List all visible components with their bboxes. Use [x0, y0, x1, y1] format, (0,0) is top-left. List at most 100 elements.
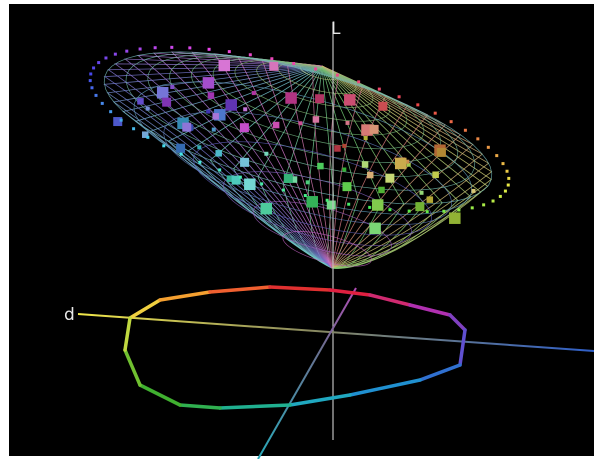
d-axis-label: d: [64, 305, 75, 325]
sample: [312, 116, 320, 123]
sample: [145, 106, 150, 111]
outer-sample: [125, 49, 129, 53]
meridian: [321, 65, 462, 269]
locus-segment: [448, 313, 467, 332]
sample: [315, 94, 325, 104]
sample: [290, 176, 298, 183]
meridian: [321, 65, 482, 269]
sample: [361, 161, 369, 168]
meridian: [321, 65, 363, 269]
sample: [225, 99, 237, 111]
sample: [369, 222, 381, 235]
outer-sample: [470, 206, 474, 210]
meridian: [112, 65, 333, 269]
outer-sample: [113, 52, 117, 56]
sample: [342, 182, 352, 192]
sample: [378, 101, 388, 111]
meridian: [261, 60, 333, 269]
sample: [419, 190, 424, 195]
outer-sample: [357, 80, 361, 84]
depth-axis: [257, 287, 357, 459]
locus-segment: [138, 383, 182, 407]
sample: [298, 121, 303, 126]
sample: [285, 92, 297, 104]
locus-segment: [158, 290, 212, 302]
meridian: [106, 65, 333, 269]
outer-sample: [292, 61, 296, 65]
outer-sample: [368, 205, 372, 209]
outer-sample: [397, 95, 401, 99]
outer-sample: [153, 46, 157, 50]
sample: [243, 107, 248, 112]
sample: [378, 186, 385, 194]
outer-sample: [482, 203, 486, 207]
latitude-ring: [278, 62, 357, 94]
locus-segment: [368, 293, 412, 307]
outer-sample: [325, 198, 329, 202]
meridian: [237, 56, 333, 269]
sample: [240, 157, 250, 167]
outer-sample: [433, 111, 437, 115]
sample: [432, 171, 439, 178]
spectral-locus: [123, 285, 467, 410]
outer-sample: [507, 176, 511, 180]
outer-sample: [119, 118, 123, 122]
sample: [251, 91, 256, 96]
outer-sample: [89, 72, 93, 76]
sample: [449, 212, 461, 224]
sample: [406, 162, 411, 167]
locus-segment: [268, 285, 332, 292]
outer-sample: [248, 53, 252, 57]
sample: [137, 98, 144, 105]
outer-sample: [88, 79, 92, 83]
sample: [239, 123, 249, 133]
outer-sample: [476, 137, 480, 141]
outer-sample: [146, 135, 150, 139]
outer-sample: [506, 183, 510, 187]
l-axis-label: L: [331, 19, 341, 39]
locus-segment: [458, 328, 467, 367]
outer-sample: [503, 189, 507, 193]
sample: [317, 162, 324, 170]
outer-sample: [449, 120, 453, 124]
outer-sample: [162, 144, 166, 148]
outer-sample: [457, 208, 461, 212]
outer-sample: [270, 57, 274, 61]
meridian: [321, 65, 339, 269]
outer-sample: [227, 50, 231, 54]
sample: [269, 61, 279, 71]
outer-sample: [179, 152, 183, 156]
sample: [244, 178, 256, 190]
locus-segment: [123, 348, 142, 387]
lower-ring: [133, 81, 473, 215]
meridian: [103, 65, 333, 269]
locus-segment: [123, 316, 132, 352]
sample: [326, 200, 336, 210]
sample: [371, 199, 384, 211]
sample: [342, 143, 347, 148]
outer-sample: [92, 66, 96, 70]
meridian: [321, 65, 492, 269]
outer-sample: [207, 47, 211, 51]
sample: [212, 113, 219, 120]
sample: [170, 85, 175, 90]
meridian: [321, 65, 472, 269]
meridian: [321, 65, 490, 269]
sample: [426, 196, 434, 203]
sample: [260, 202, 272, 215]
meridian: [321, 65, 474, 269]
sample: [272, 121, 280, 129]
outer-sample: [90, 86, 94, 90]
sample: [385, 173, 395, 183]
outer-sample: [416, 103, 420, 107]
locus-segment: [408, 303, 452, 317]
outer-sample: [491, 199, 495, 203]
outer-sample: [104, 56, 108, 60]
sample: [142, 131, 149, 138]
sample: [405, 159, 410, 164]
sample: [197, 145, 202, 150]
d-axis: [77, 313, 594, 352]
sample: [113, 117, 123, 127]
